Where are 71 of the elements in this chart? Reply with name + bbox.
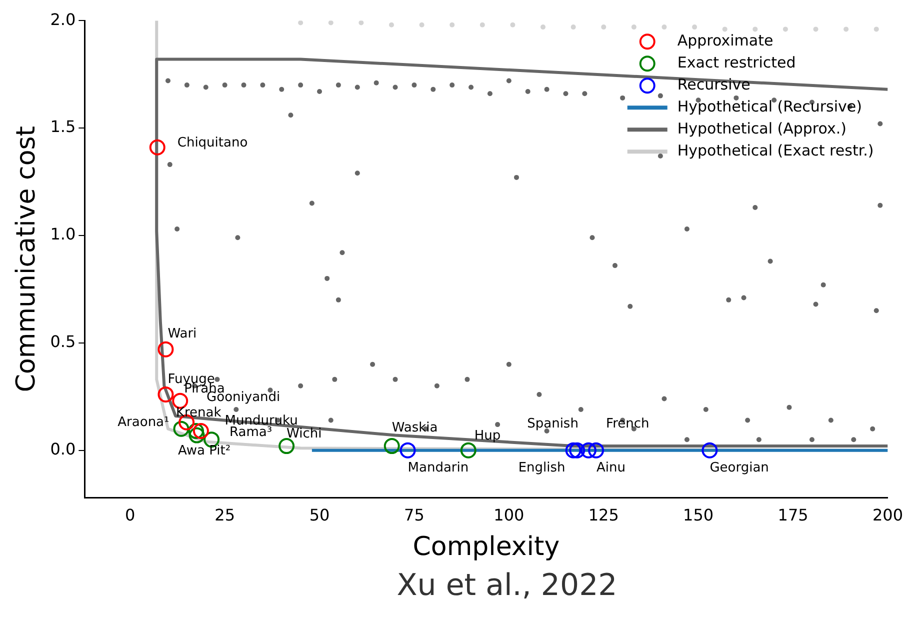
annotation: Waskia: [392, 420, 438, 436]
legend-label: Hypothetical (Exact restr.): [677, 141, 874, 160]
legend-label: Hypothetical (Approx.): [677, 119, 846, 138]
point: [298, 20, 304, 26]
annotation: French: [606, 416, 650, 432]
annotation: Krenak: [176, 405, 222, 420]
x-tick-label: 75: [404, 505, 424, 524]
point: [188, 427, 205, 444]
point: [278, 438, 295, 454]
x-tick-label: 25: [214, 505, 235, 524]
point: [844, 26, 849, 32]
point: [419, 22, 424, 28]
point: [782, 26, 788, 32]
point: [400, 442, 416, 458]
point: [662, 24, 667, 30]
x-tick-label: 50: [309, 505, 330, 524]
annotation: Wichi: [286, 426, 322, 442]
point: [752, 26, 758, 32]
x-tick-label: 175: [778, 505, 808, 524]
point: [813, 26, 818, 32]
point: [570, 24, 576, 30]
point: [702, 442, 718, 458]
point: [565, 442, 582, 458]
legend-label: Approximate: [677, 31, 774, 50]
point: [450, 22, 455, 28]
y-tick-label: 2.0: [50, 10, 76, 29]
point: [358, 20, 364, 26]
point: [158, 341, 174, 358]
point: [540, 24, 546, 30]
point: [328, 20, 334, 26]
y-tick-label: 0.5: [50, 332, 76, 352]
text: Xu et al., 2022: [396, 568, 618, 603]
annotation: Georgian: [710, 460, 769, 476]
point: [722, 26, 728, 32]
x-tick-label: 100: [494, 505, 524, 524]
point: [460, 442, 476, 458]
point: [192, 422, 209, 439]
x-tick-label: 0: [125, 505, 136, 524]
point: [569, 442, 586, 458]
point: [510, 22, 516, 28]
x-tick-label: 200: [872, 505, 904, 524]
x-tick-label: 125: [588, 505, 619, 524]
annotation: Ainu: [596, 460, 626, 476]
annotation: Wari: [168, 326, 197, 342]
annotation: Chiquitano: [177, 136, 248, 151]
point: [158, 386, 174, 402]
y-tick-label: 0.0: [50, 439, 76, 458]
x-axis-title: Complexity: [412, 532, 560, 562]
point: [173, 420, 190, 437]
point: [149, 139, 166, 156]
annotation: Mandarin: [408, 460, 469, 476]
point: [601, 24, 606, 30]
legend-label: Exact restricted: [677, 53, 796, 72]
y-tick-label: 1.0: [50, 224, 76, 244]
point: [580, 442, 596, 458]
point: [188, 422, 204, 439]
point: [631, 24, 636, 30]
annotation: Spanish: [527, 416, 578, 432]
point: [874, 26, 879, 32]
point: [692, 24, 698, 30]
annotation: Awa Pit²: [178, 443, 231, 458]
y-tick-label: 1.5: [50, 117, 76, 136]
point: [384, 438, 400, 454]
annotation: English: [518, 460, 566, 476]
point: [480, 22, 485, 28]
annotation: Araona¹: [118, 415, 170, 430]
point: [388, 22, 394, 28]
point: [588, 442, 604, 458]
legend-label: Hypothetical (Recursive): [677, 97, 862, 116]
x-tick-label: 150: [683, 505, 714, 524]
y-axis-title: Communicative cost: [11, 126, 42, 392]
